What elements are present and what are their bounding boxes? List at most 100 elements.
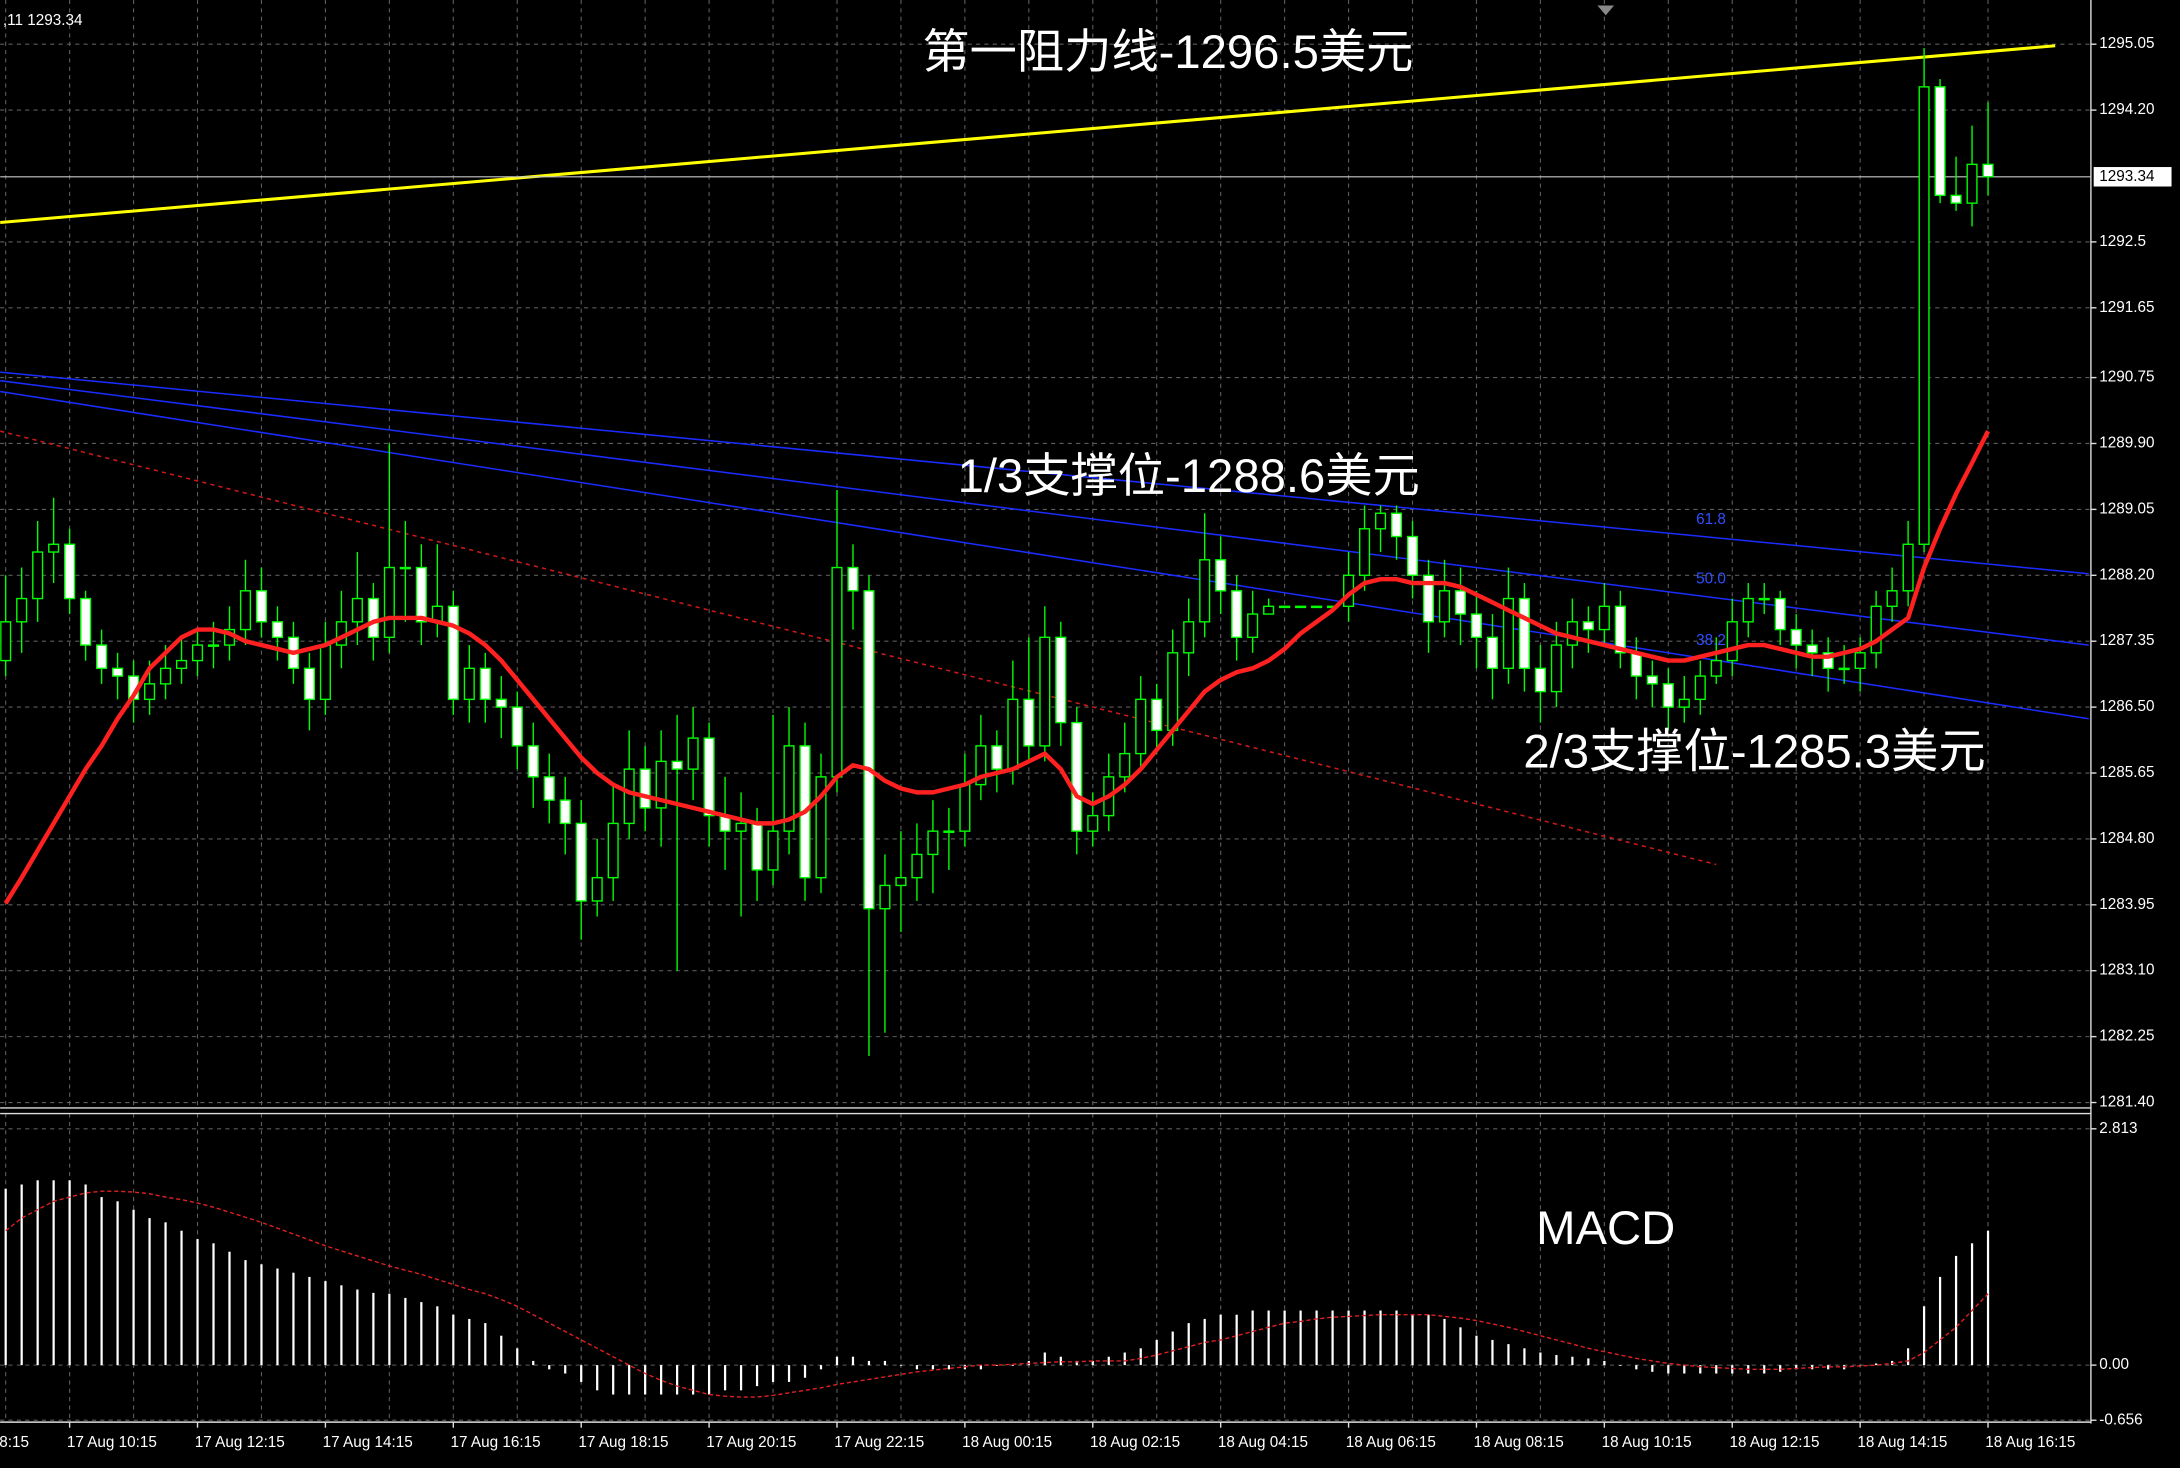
candle-body xyxy=(1087,814,1099,832)
x-tick-label: 18 Aug 12:15 xyxy=(1729,1434,1819,1451)
candle-body xyxy=(159,667,172,685)
candle-body xyxy=(1055,636,1067,724)
macd-bar xyxy=(1299,1310,1302,1366)
candle-body xyxy=(655,760,667,809)
macd-bar xyxy=(308,1276,311,1366)
macd-bar xyxy=(196,1239,199,1366)
candle-body xyxy=(1534,667,1546,693)
candle-body xyxy=(64,543,76,600)
y-tick-label: 1288.20 xyxy=(2099,566,2154,583)
macd-bar xyxy=(228,1251,231,1366)
macd-bar xyxy=(771,1365,775,1382)
candle-body xyxy=(511,706,523,747)
macd-bar xyxy=(1235,1314,1238,1366)
x-tick-label: 18 Aug 10:15 xyxy=(1602,1434,1692,1451)
macd-bar xyxy=(1683,1365,1686,1374)
candle-body xyxy=(1982,163,1994,178)
x-tick-label: 18 Aug 02:15 xyxy=(1090,1434,1180,1451)
macd-bar xyxy=(1938,1276,1942,1366)
candle-body xyxy=(1918,86,1930,545)
candle-body xyxy=(80,597,92,646)
y-tick-label: 1290.75 xyxy=(2099,369,2154,386)
macd-bar xyxy=(548,1365,551,1370)
macd-bar xyxy=(116,1201,119,1366)
candle-body xyxy=(1902,543,1914,592)
y-tick-label: 1292.5 xyxy=(2099,233,2146,250)
candle-body xyxy=(1470,613,1483,639)
macd-bar xyxy=(1491,1339,1494,1366)
candle-body xyxy=(751,822,763,871)
candle-body xyxy=(1151,698,1163,732)
candle-body xyxy=(527,745,539,778)
candle-body xyxy=(1502,597,1514,670)
y-tick-label: 1283.95 xyxy=(2099,896,2154,913)
macd-bar xyxy=(100,1197,103,1366)
candle-body xyxy=(1870,605,1882,654)
macd-bar xyxy=(1059,1356,1062,1366)
candle-body xyxy=(831,566,843,778)
candle-body xyxy=(303,667,315,701)
macd-bar xyxy=(1171,1331,1174,1366)
candle-body xyxy=(32,551,44,600)
candle-body xyxy=(1295,605,1307,609)
macd-bar xyxy=(580,1365,583,1382)
macd-bar xyxy=(1763,1365,1766,1374)
candle-body xyxy=(1167,652,1179,732)
macd-bar xyxy=(260,1264,263,1366)
candle-body xyxy=(1822,652,1834,670)
candle-body xyxy=(1518,597,1530,670)
macd-bar xyxy=(324,1281,327,1366)
macd-bar xyxy=(484,1323,487,1366)
trendline xyxy=(0,44,2056,225)
macd-bar xyxy=(1155,1339,1158,1366)
annotation: 第一阻力线-1296.5美元 xyxy=(922,26,1413,79)
macd-bar xyxy=(1555,1355,1558,1366)
macd-bar xyxy=(404,1297,407,1366)
y-tick-label: -0.656 xyxy=(2099,1411,2142,1428)
candle-body xyxy=(703,737,715,817)
y-tick-label: 1294.20 xyxy=(2099,101,2154,118)
candle-body xyxy=(415,566,427,623)
macd-bar xyxy=(68,1180,71,1366)
candle-body xyxy=(1454,590,1467,615)
current-price-box xyxy=(2093,167,2172,187)
macd-bar xyxy=(292,1272,295,1366)
candle-body xyxy=(911,853,923,879)
candle-body xyxy=(271,621,284,639)
x-tick-label: 17 Aug 12:15 xyxy=(195,1434,285,1451)
candle-body xyxy=(1646,675,1658,685)
scroll-marker xyxy=(1597,5,1615,16)
macd-bar xyxy=(660,1365,663,1395)
macd-bar xyxy=(1571,1356,1574,1366)
candle-body xyxy=(863,590,875,910)
macd-bar xyxy=(1043,1352,1046,1366)
macd-bar xyxy=(4,1188,7,1366)
macd-bar xyxy=(1986,1230,1990,1366)
candle-body xyxy=(447,605,459,701)
candle-body xyxy=(1311,605,1323,609)
macd-bar xyxy=(1603,1360,1606,1366)
macd-bar xyxy=(532,1360,535,1366)
macd-bar xyxy=(612,1365,615,1395)
fib-label: 61.8 xyxy=(1696,511,1726,528)
candle-body xyxy=(1630,652,1642,677)
macd-bar xyxy=(564,1365,567,1374)
macd-bar xyxy=(1875,1363,1878,1366)
macd-bar xyxy=(1331,1310,1334,1366)
macd-bar xyxy=(244,1260,247,1366)
candle-body xyxy=(1726,621,1738,662)
candle-body xyxy=(623,768,635,825)
candle-body xyxy=(1678,698,1690,708)
y-tick-label: 1295.05 xyxy=(2099,35,2154,52)
macd-bar xyxy=(1443,1318,1446,1366)
macd-bar xyxy=(52,1180,55,1366)
x-tick-label: 18 Aug 00:15 xyxy=(962,1434,1052,1451)
candle-body xyxy=(1758,597,1770,601)
candle-body xyxy=(1774,597,1786,631)
candle-body xyxy=(255,590,268,623)
fib-label: 38.2 xyxy=(1696,632,1726,649)
x-tick-label: 17 Aug 18:15 xyxy=(578,1434,668,1451)
macd-bar xyxy=(819,1365,823,1370)
macd-bar xyxy=(931,1365,935,1370)
candle-body xyxy=(463,667,475,701)
